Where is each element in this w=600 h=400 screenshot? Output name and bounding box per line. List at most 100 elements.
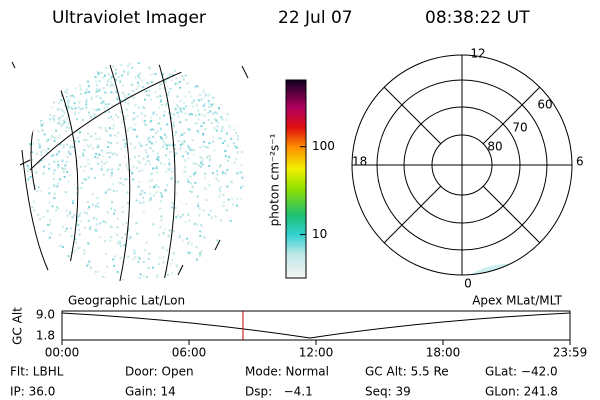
speckle (197, 204, 199, 207)
speckle (107, 110, 110, 113)
speckle (65, 126, 68, 129)
speckle (66, 91, 69, 94)
speckle (219, 190, 222, 192)
speckle (207, 146, 209, 149)
speckle (120, 63, 123, 66)
speckle (191, 139, 194, 142)
speckle (177, 140, 180, 142)
speckle (155, 167, 158, 170)
speckle (112, 65, 115, 68)
speckle (117, 116, 120, 119)
speckle (195, 85, 198, 88)
speckle (62, 123, 65, 125)
speckle (70, 235, 73, 238)
speckle (138, 141, 141, 144)
speckle (180, 142, 183, 145)
speckle (127, 93, 130, 96)
speckle (65, 130, 68, 133)
speckle (171, 258, 174, 261)
timeline-left-label: Geographic Lat/Lon (68, 294, 185, 308)
speckle (42, 230, 45, 233)
speckle (180, 133, 183, 136)
speckle (139, 144, 142, 147)
x-tick-label: 06:00 (172, 346, 207, 360)
speckle (65, 96, 68, 99)
speckle (39, 190, 42, 193)
speckle (69, 146, 72, 149)
speckle (215, 169, 218, 172)
speckle (137, 160, 140, 163)
speckle (158, 83, 161, 86)
speckle (210, 103, 213, 106)
speckle (95, 218, 98, 221)
speckle (138, 186, 141, 189)
speckle (199, 156, 202, 159)
speckle (74, 111, 77, 114)
speckle (67, 105, 70, 108)
speckle (168, 162, 171, 165)
speckle (196, 195, 199, 198)
speckle (95, 80, 98, 83)
speckle (33, 200, 35, 203)
speckle (157, 262, 160, 265)
speckle (148, 180, 151, 183)
speckle (198, 207, 201, 210)
speckle (195, 246, 198, 249)
speckle (109, 77, 112, 80)
speckle (87, 85, 90, 88)
speckle (46, 140, 49, 143)
time: 08:38:22 UT (425, 8, 530, 28)
speckle (78, 233, 81, 236)
speckle (220, 103, 223, 106)
speckle (85, 100, 88, 103)
speckle (114, 255, 116, 258)
speckle (220, 130, 223, 133)
speckle (197, 202, 200, 205)
speckle (111, 118, 114, 121)
speckle (231, 223, 234, 226)
speckle (143, 249, 146, 251)
speckle (78, 214, 81, 217)
speckle (154, 132, 157, 135)
speckle (109, 127, 111, 130)
speckle (109, 134, 112, 137)
speckle (57, 122, 60, 125)
speckle (103, 107, 106, 110)
speckle (109, 188, 112, 191)
speckle (138, 77, 141, 79)
clock-label: 12 (470, 47, 485, 61)
speckle (149, 163, 152, 166)
speckle (142, 275, 145, 277)
speckle (106, 84, 109, 86)
speckle (117, 96, 120, 99)
speckle (211, 140, 214, 143)
speckle (83, 139, 86, 141)
speckle (73, 96, 76, 99)
speckle (55, 129, 57, 132)
speckle (61, 167, 64, 170)
speckle (43, 165, 46, 168)
speckle (126, 191, 129, 194)
speckle (209, 209, 212, 212)
speckle (63, 111, 66, 114)
speckle (61, 160, 64, 163)
speckle (239, 186, 242, 189)
speckle (159, 136, 162, 138)
speckle (123, 115, 126, 118)
speckle (163, 79, 166, 82)
speckle (228, 125, 231, 128)
speckle (62, 146, 65, 149)
speckle (115, 89, 118, 92)
speckle (57, 117, 60, 120)
speckle (95, 95, 98, 98)
speckle (123, 70, 125, 73)
speckle (223, 140, 226, 142)
ring-label: 80 (487, 140, 502, 154)
speckle (127, 202, 130, 204)
speckle (198, 252, 201, 255)
speckle (42, 172, 45, 175)
speckle (105, 252, 108, 255)
speckle (232, 142, 235, 145)
speckle (105, 129, 107, 132)
speckle (59, 108, 62, 111)
